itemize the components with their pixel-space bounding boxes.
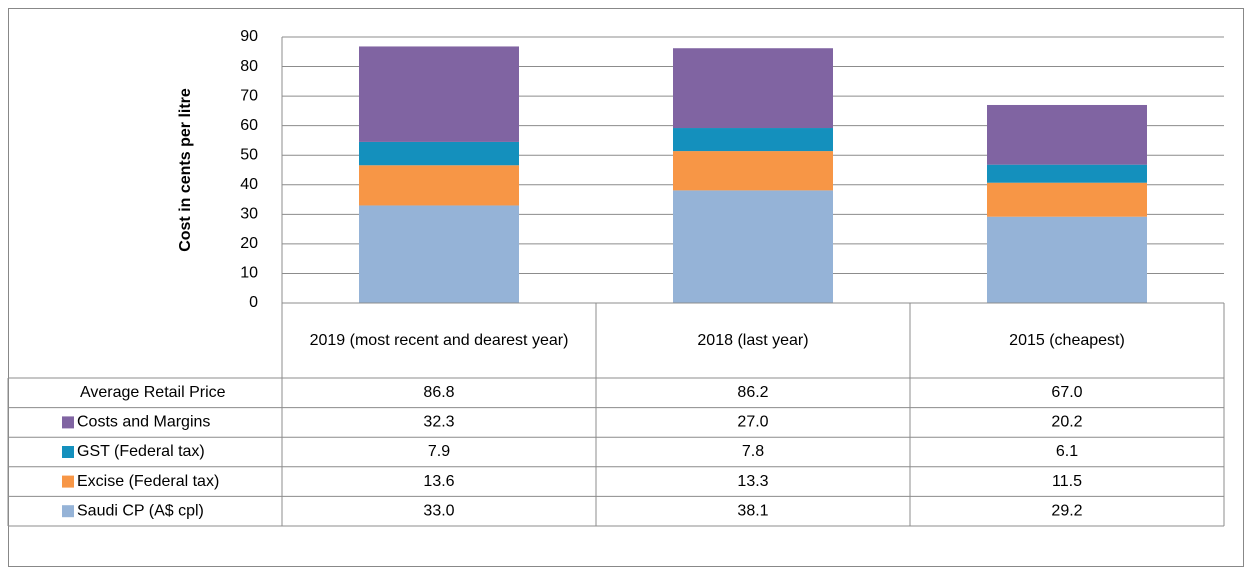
table-value: 7.8 bbox=[742, 443, 764, 460]
y-tick-label: 60 bbox=[240, 117, 258, 134]
legend-label: Saudi CP (A$ cpl) bbox=[77, 502, 204, 519]
x-tick-label: 2015 (cheapest) bbox=[1009, 331, 1125, 349]
y-tick-label: 90 bbox=[240, 28, 258, 45]
bar-segment bbox=[987, 104, 1147, 165]
category-cell: 2018 (last year) bbox=[697, 331, 809, 349]
legend-label: Excise (Federal tax) bbox=[77, 473, 219, 490]
table-value: 32.3 bbox=[423, 414, 454, 431]
bar-segment bbox=[673, 128, 833, 152]
legend-key bbox=[62, 416, 74, 429]
table-value: 27.0 bbox=[737, 414, 768, 431]
legend-key bbox=[62, 505, 74, 518]
bar-segment bbox=[359, 165, 519, 206]
bar-segment bbox=[987, 182, 1147, 217]
bar-segment bbox=[359, 46, 519, 142]
bar-segment bbox=[673, 48, 833, 129]
y-tick-label: 10 bbox=[240, 265, 258, 282]
y-tick-label: 20 bbox=[240, 235, 258, 252]
table-value: 7.9 bbox=[428, 443, 450, 460]
table-value: 29.2 bbox=[1051, 502, 1082, 519]
table-value: 13.3 bbox=[737, 473, 768, 490]
legend-key bbox=[62, 475, 74, 488]
table-value: 13.6 bbox=[423, 473, 454, 490]
x-tick-label: 2018 (last year) bbox=[697, 331, 809, 349]
bar-segment bbox=[359, 141, 519, 166]
table-value: 6.1 bbox=[1056, 443, 1078, 460]
table-value: 11.5 bbox=[1052, 473, 1082, 490]
category-cell: 2019 (most recent and dearest year) bbox=[309, 331, 569, 349]
table-value: 33.0 bbox=[423, 502, 454, 519]
bar-segment bbox=[987, 164, 1147, 183]
bar-segment bbox=[673, 190, 833, 303]
category-cell: 2015 (cheapest) bbox=[1009, 331, 1125, 349]
y-tick-label: 70 bbox=[240, 87, 258, 104]
y-axis-title: Cost in cents per litre bbox=[177, 88, 194, 252]
bar-segment bbox=[987, 216, 1147, 303]
y-tick-label: 40 bbox=[240, 176, 258, 193]
table-value: 86.2 bbox=[737, 384, 768, 401]
y-tick-label: 30 bbox=[240, 206, 258, 223]
y-tick-label: 0 bbox=[249, 294, 258, 311]
legend-label: Costs and Margins bbox=[77, 414, 210, 431]
bar-segment bbox=[673, 151, 833, 191]
table-value: 38.1 bbox=[737, 502, 768, 519]
bar-segment bbox=[359, 205, 519, 303]
x-tick-label: 2019 (most recent and dearest year) bbox=[309, 331, 569, 349]
table-value: 20.2 bbox=[1051, 414, 1082, 431]
table-value: 86.8 bbox=[423, 384, 454, 401]
table-value: 67.0 bbox=[1051, 384, 1082, 401]
legend-key bbox=[62, 446, 74, 458]
y-tick-label: 80 bbox=[240, 58, 258, 75]
legend-label: GST (Federal tax) bbox=[77, 443, 205, 460]
row-label: Average Retail Price bbox=[80, 384, 226, 401]
y-tick-label: 50 bbox=[240, 146, 258, 163]
